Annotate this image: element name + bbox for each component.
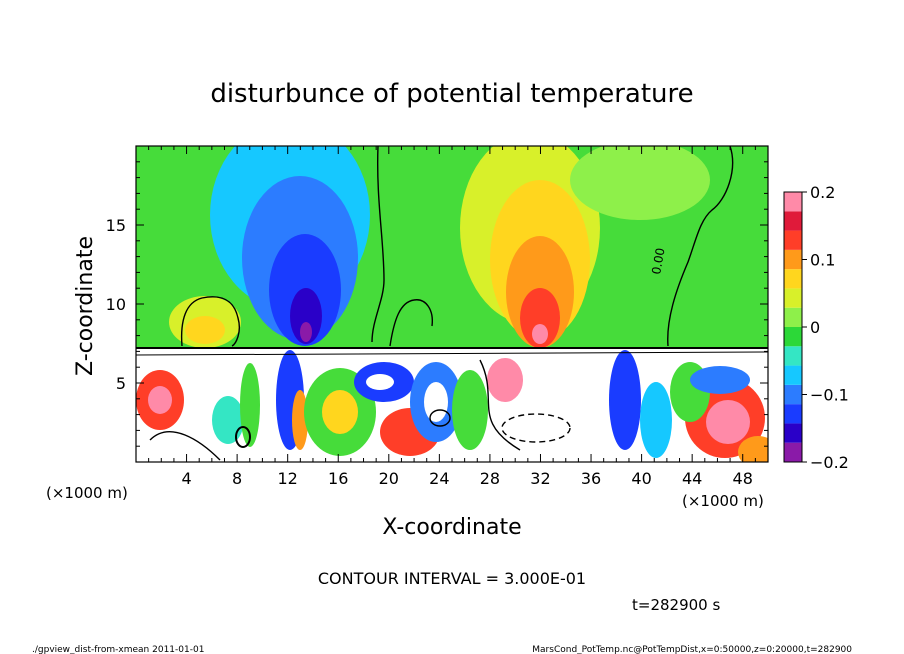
colorbar-segment — [784, 230, 802, 250]
x-tick-label: 40 — [631, 469, 651, 488]
x-tick-label: 16 — [328, 469, 348, 488]
colorbar-tick-label: −0.2 — [810, 453, 849, 472]
colorbar-segment — [784, 269, 802, 289]
contour-label: 0.00 — [649, 247, 667, 276]
footer-right: MarsCond_PotTemp.nc@PotTempDist,x=0:5000… — [532, 645, 852, 654]
colorbar-segment — [784, 249, 802, 270]
colorbar-tick-label: 0.1 — [810, 251, 835, 270]
warm-plume-core — [520, 288, 560, 348]
colorbar-segment — [784, 307, 802, 327]
contour-zero-4 — [389, 299, 433, 347]
x-tick-label: 4 — [181, 469, 191, 488]
y-tick-label: 5 — [116, 374, 126, 393]
y-tick-label: 15 — [106, 216, 126, 235]
x-axis-label: X-coordinate — [382, 515, 521, 540]
contour-interval-text: CONTOUR INTERVAL = 3.000E-01 — [318, 569, 586, 588]
x-tick-label: 44 — [682, 469, 702, 488]
x-tick-label: 36 — [581, 469, 601, 488]
colorbar-segment — [784, 404, 802, 424]
time-label: t=282900 s — [632, 596, 720, 614]
x-tick-label: 28 — [480, 469, 500, 488]
colorbar-tick-label: −0.1 — [810, 386, 849, 405]
colorbar-segment — [784, 327, 802, 347]
plot-field: 0.00 — [136, 146, 768, 462]
colorbar-segment — [784, 423, 802, 443]
colorbar-segment — [784, 192, 802, 212]
contour-inversion-2 — [136, 351, 768, 356]
x-unit-left: (×1000 m) — [46, 484, 128, 502]
contour-lines — [136, 146, 768, 461]
chart-title: disturbunce of potential temperature — [210, 79, 693, 109]
light-green-region — [570, 146, 710, 220]
colorbar-segment — [784, 211, 802, 231]
x-tick-label: 48 — [733, 469, 753, 488]
colorbar-tick-label: 0.2 — [810, 183, 835, 202]
colorbar — [783, 191, 807, 463]
colorbar-segment — [784, 365, 802, 385]
x-tick-label: 12 — [278, 469, 298, 488]
x-tick-label: 32 — [530, 469, 550, 488]
y-axis-label: Z-coordinate — [73, 236, 98, 376]
warm-blob-left-core — [185, 316, 225, 344]
colorbar-tick-label: 0 — [810, 318, 820, 337]
x-tick-label: 20 — [379, 469, 399, 488]
colorbar-labels: 0.2 0.1 0 −0.1 −0.2 — [810, 183, 849, 472]
lower-field — [136, 348, 768, 462]
colorbar-segment — [784, 384, 802, 405]
contour-zero-1 — [371, 146, 385, 343]
colorbar-segment — [784, 288, 802, 308]
x-unit-right: (×1000 m) — [682, 492, 764, 510]
warm-plume-peak — [532, 324, 548, 344]
x-tick-label: 24 — [429, 469, 449, 488]
cold-plume-core — [290, 288, 322, 344]
colorbar-segment — [784, 346, 802, 366]
contour-zero-3 — [180, 296, 241, 347]
contour-zero-2 — [667, 146, 734, 347]
colorbar-segment — [784, 442, 802, 462]
cold-plume-peak — [300, 322, 312, 342]
y-tick-label: 10 — [106, 295, 126, 314]
upper-field — [169, 146, 710, 348]
footer-left: ./gpview_dist-from-xmean 2011-01-01 — [32, 645, 204, 654]
x-tick-label: 8 — [232, 469, 242, 488]
axis-ticks — [135, 145, 769, 463]
